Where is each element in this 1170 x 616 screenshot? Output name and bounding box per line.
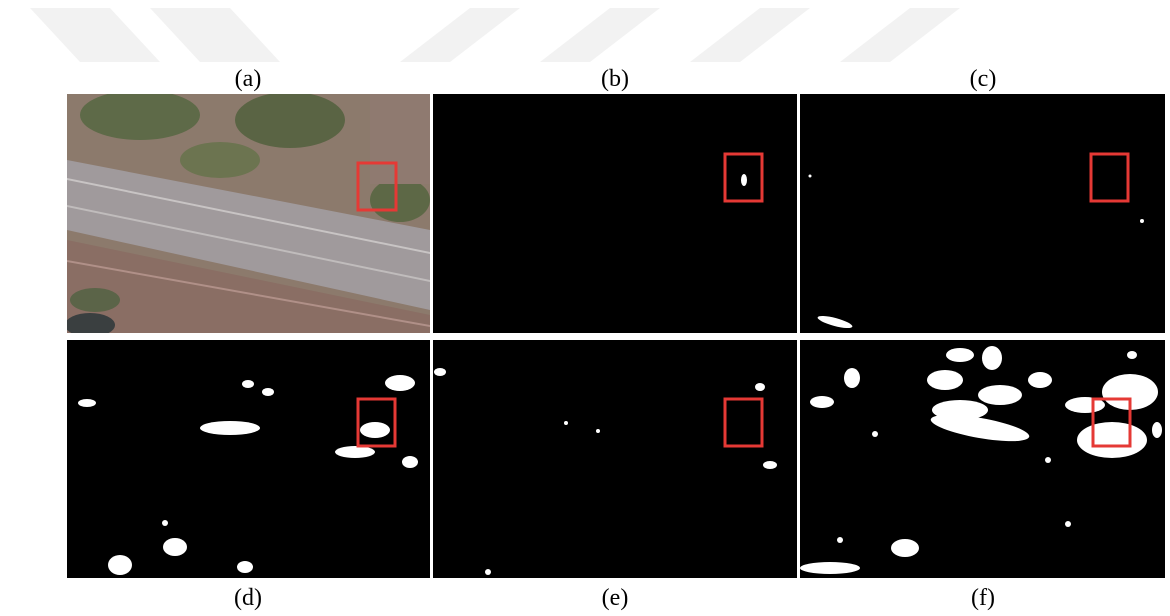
mask-panel (433, 340, 797, 578)
panel-label: (b) (601, 66, 629, 92)
watermark (30, 8, 960, 62)
figure: (a) (b) (c) (d) (e) (f) (0, 0, 1170, 616)
panel-label: (d) (234, 585, 262, 611)
mask-panel (800, 94, 1165, 333)
mask-panel (67, 340, 430, 578)
mask-panel (433, 94, 797, 333)
panel-label: (a) (235, 66, 262, 92)
photo-panel (65, 90, 430, 337)
panel-label: (e) (602, 585, 629, 611)
mask-panel (800, 340, 1165, 578)
panel-label: (f) (971, 585, 995, 611)
panel-label: (c) (970, 66, 997, 92)
